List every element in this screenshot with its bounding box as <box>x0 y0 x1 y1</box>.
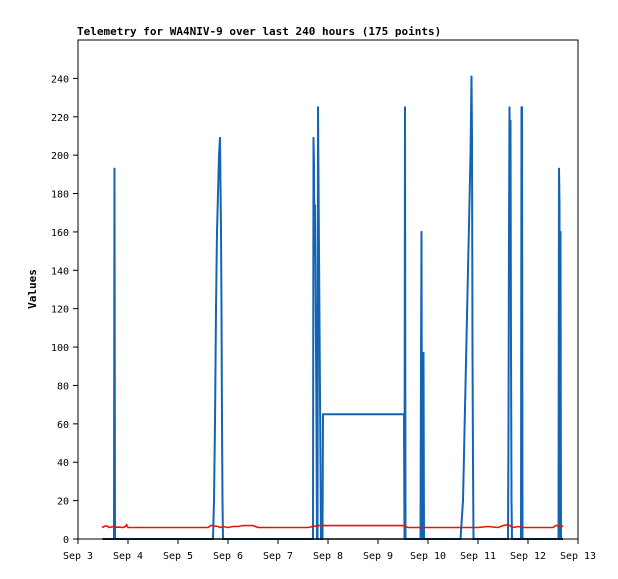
y-tick-label: 0 <box>63 535 69 546</box>
x-tick-label: Sep 5 <box>163 551 193 562</box>
x-tick-label: Sep 9 <box>363 551 393 562</box>
y-tick-label: 40 <box>57 458 69 469</box>
series-line-2 <box>101 523 564 529</box>
x-tick-label: Sep 10 <box>410 551 446 562</box>
y-tick-label: 200 <box>51 151 69 162</box>
y-tick-label: 120 <box>51 305 69 316</box>
y-tick-label: 140 <box>51 266 69 277</box>
x-tick-label: Sep 11 <box>460 551 496 562</box>
x-tick-label: Sep 3 <box>63 551 93 562</box>
y-tick-label: 100 <box>51 343 69 354</box>
x-tick-label: Sep 8 <box>313 551 343 562</box>
chart-title: Telemetry for WA4NIV-9 over last 240 hou… <box>77 25 441 38</box>
y-tick-label: 160 <box>51 228 69 239</box>
y-tick-label: 80 <box>57 381 69 392</box>
x-tick-label: Sep 12 <box>510 551 546 562</box>
y-tick-label: 60 <box>57 420 69 431</box>
x-tick-label: Sep 13 <box>560 551 596 562</box>
x-tick-label: Sep 4 <box>113 551 143 562</box>
x-axis: Sep 3 Sep 4 Sep 5 Sep 6 Sep 7 Sep 8 Sep 9 Sep 1… <box>63 539 596 562</box>
y-axis-label: Values <box>26 269 39 309</box>
plot-frame <box>77 39 579 540</box>
y-tick-label: 240 <box>51 74 69 85</box>
y-tick-label: 180 <box>51 190 69 201</box>
y-tick-label: 20 <box>57 497 69 508</box>
y-axis: 0 20 40 60 80 100 120 140 160 180 200 220 240 <box>51 74 78 546</box>
x-tick-label: Sep 6 <box>213 551 243 562</box>
series-layer <box>101 75 564 540</box>
x-tick-label: Sep 7 <box>263 551 293 562</box>
y-tick-label: 220 <box>51 113 69 124</box>
